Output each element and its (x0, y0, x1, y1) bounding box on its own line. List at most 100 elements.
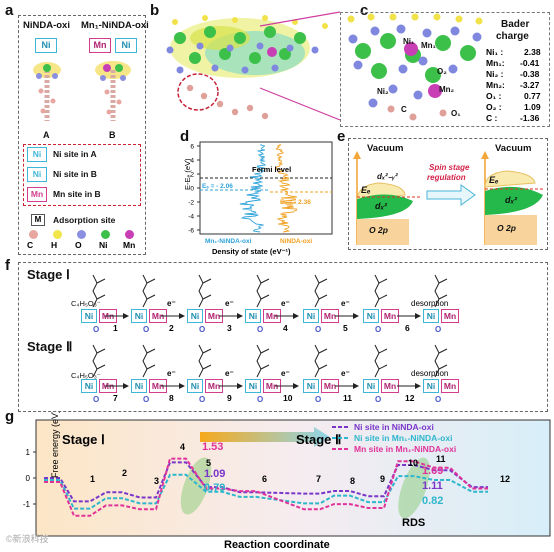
h-atom (367, 13, 375, 21)
d-legend-blue: Mn₁-NiNDA-oxi (205, 238, 252, 245)
c-atom (409, 113, 417, 121)
charge-atom: O₂ : (486, 102, 502, 112)
mn-atom (404, 42, 418, 56)
watermark: ©新浪科技 (6, 534, 49, 544)
ni-site: Ni (363, 309, 379, 323)
step-number: 7 (113, 393, 118, 403)
stage1-title: Stage Ⅰ (27, 267, 70, 282)
ni-atom (425, 67, 441, 83)
o-atom (176, 66, 184, 74)
c-atom (231, 108, 239, 116)
dos-curve-mn1 (239, 143, 267, 233)
o-atom (241, 66, 249, 74)
panel-c-structure (347, 13, 483, 121)
step-label: 9 (380, 474, 385, 484)
ni-atom (249, 52, 261, 64)
dos-plot-frame (199, 141, 333, 235)
regulation-arrow (426, 184, 476, 206)
g-ylabel: Free energy (eV) (50, 412, 60, 478)
spin-arrow-text-2: regulation (427, 173, 466, 182)
barrier2-ni-a: 1.11 (422, 480, 443, 492)
charge-atom: Ni₂ : (486, 69, 504, 79)
ni-site: Ni (363, 379, 379, 393)
o-site: O (435, 395, 442, 404)
energy-profile (44, 473, 488, 510)
axis-right-arrow (481, 151, 489, 159)
ni-site: Ni (245, 309, 261, 323)
o-atom (311, 46, 319, 54)
reagent-stage1: C₄H₅O₃⁻ (71, 299, 101, 308)
c-atom (186, 84, 194, 92)
d-xlabel: Density of state (eV⁻¹) (212, 247, 291, 256)
c-atom (387, 105, 395, 113)
charge-value: -1.36 (520, 113, 540, 123)
ed-blue-label: Eₑ = - 2.06 (202, 183, 233, 190)
ni-atom (189, 52, 201, 64)
c-atom (246, 104, 254, 112)
step-label: 12 (500, 474, 510, 484)
electron-label: e⁻ (281, 299, 290, 308)
step-arrow (105, 313, 129, 319)
charge-atom: Mn₂: (486, 80, 505, 90)
charge-value: -0.38 (520, 69, 540, 79)
atom-label: Mn₁ (421, 41, 436, 50)
step-arrow (275, 383, 299, 389)
electron-label: e⁻ (281, 369, 290, 378)
ni-atom (174, 32, 186, 44)
y-tick-label: -6 (188, 228, 194, 235)
o-atom (450, 26, 460, 36)
adsorbate-molecule (142, 274, 156, 308)
dz-label-left: dₓ² (375, 201, 388, 211)
ads-text: Adsorption site (53, 215, 116, 225)
ni-atom (460, 45, 476, 61)
o-atom (196, 42, 204, 50)
g-xlabel: Reaction coordinate (224, 539, 330, 551)
structure-a (33, 62, 61, 121)
adsorbate-molecule (142, 344, 156, 378)
atom-label: Ni₂ (377, 87, 389, 96)
h-atom (232, 17, 238, 23)
step-arrow (335, 383, 359, 389)
mn-site: Mn (441, 309, 459, 323)
step-number: 8 (169, 393, 174, 403)
step-number: 4 (283, 323, 288, 333)
bader-title-1: Bader (501, 19, 530, 30)
mn-atom (428, 84, 442, 98)
adsorbate-molecule (256, 344, 270, 378)
atom-symbol: C (27, 240, 34, 250)
step-arrow (219, 383, 243, 389)
step-label: 7 (316, 474, 321, 484)
barrier1-ni-b: 0.79 (204, 482, 225, 494)
panel-label-a: a (5, 2, 14, 19)
y-tick-label: -4 (188, 214, 194, 221)
desorption-label: desorption (411, 299, 449, 308)
c-atom (200, 92, 208, 100)
atom-label: Mn₂ (439, 85, 455, 94)
h-atom (411, 13, 419, 21)
step-arrow (161, 313, 185, 319)
panel-e: Vacuum Vacuum Eₑ Eₑ dₓ²₋ᵧ² dₓ² dₓ² O 2p … (348, 138, 548, 250)
atom-label: C (401, 105, 407, 114)
atom-legend: C H O Ni Mn (25, 230, 143, 252)
o-site: O (93, 395, 100, 404)
rds-highlight-1 (180, 457, 212, 515)
c-atom (261, 112, 269, 120)
atom-dot (29, 230, 38, 239)
charge-atom: C : (486, 113, 498, 123)
adsorbate-molecule (314, 274, 328, 308)
dz-label-right: dₓ² (505, 195, 518, 205)
o-atom (422, 28, 432, 38)
step-label: 11 (436, 454, 446, 464)
step-number: 10 (283, 393, 293, 403)
ef-right: Eₑ (489, 175, 499, 185)
ni-site: Ni (81, 379, 97, 393)
g-stage1-label: Stage Ⅰ (62, 432, 105, 447)
atom-label: O₂ (437, 67, 447, 76)
g-y-ticks: 1 0 -1 (23, 448, 36, 509)
stage2-title: Stage Ⅱ (27, 339, 73, 354)
ni-site: Ni (131, 309, 147, 323)
o-site: O (435, 325, 442, 334)
h-atom (172, 19, 178, 25)
